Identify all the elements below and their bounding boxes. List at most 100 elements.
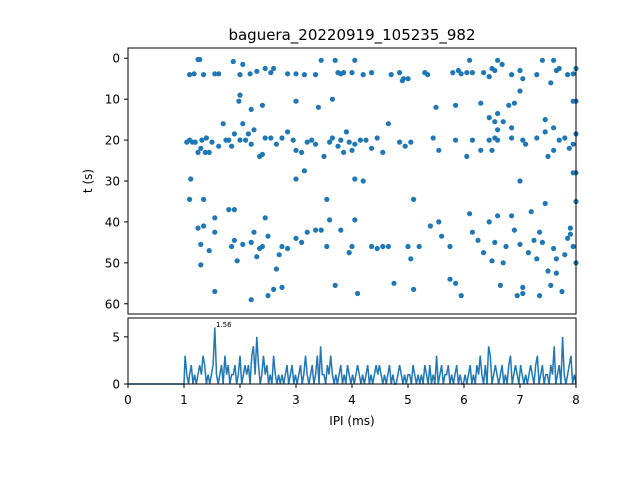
raster-point [197,56,203,63]
raster-point [245,131,251,137]
raster-y-tick-label: 0 [112,52,120,66]
raster-point [570,141,576,147]
raster-point [520,137,526,143]
raster-point [247,71,253,77]
histogram-x-tick-label: 7 [516,393,524,407]
raster-panel: 0 10 20 30 40 50 60 t (s) [81,47,579,315]
raster-point [259,102,265,108]
raster-point [475,237,481,243]
raster-point [506,102,512,108]
raster-point [486,219,492,225]
raster-point [262,215,268,221]
raster-point [551,57,557,63]
raster-point [293,71,299,77]
raster-point [520,290,526,297]
raster-point [369,70,375,76]
raster-point [352,176,358,182]
raster-point [304,229,310,235]
raster-point [397,70,403,76]
raster-point [562,252,568,258]
raster-point [542,117,548,123]
raster-point [499,61,505,67]
raster-point [427,223,433,229]
raster-point [202,149,208,155]
peak-annotation: 1.56 [216,321,232,329]
raster-point [234,258,240,264]
raster-point [290,137,296,143]
raster-point [369,243,375,250]
raster-y-tick-label: 20 [105,134,120,148]
histogram-y-tick-label: 5 [112,330,120,344]
histogram-x-ticks: 0 1 2 3 4 5 6 7 8 [124,384,580,407]
raster-point [548,282,554,288]
raster-point [464,153,470,159]
raster-point [495,137,501,143]
raster-point [276,252,282,258]
raster-point [492,239,498,245]
raster-point [430,135,436,141]
raster-point [514,293,520,299]
raster-point [230,58,236,65]
raster-point [447,243,453,250]
raster-point [248,141,254,147]
raster-point [240,61,246,67]
raster-point [332,57,338,63]
raster-point [478,147,484,153]
raster-point [489,258,495,264]
histogram-x-tick-label: 3 [292,393,300,407]
raster-point [327,139,333,145]
raster-point [313,227,319,233]
raster-point [318,57,324,63]
raster-point [332,282,338,288]
ipi-histogram-line [128,327,577,385]
raster-point [509,213,515,219]
raster-point [489,147,495,153]
raster-point [542,200,548,207]
raster-point [203,135,209,141]
raster-point [469,229,475,235]
raster-point [481,250,487,256]
raster-point [301,168,307,174]
raster-y-tick-label: 50 [105,256,120,270]
raster-point [338,227,344,233]
raster-point [341,70,347,76]
raster-point [216,143,222,149]
raster-point [206,149,212,155]
raster-point [511,100,517,106]
raster-point [315,104,321,110]
raster-point [285,71,291,77]
raster-point [327,217,333,223]
raster-point [262,135,268,141]
raster-point [495,213,501,219]
raster-point [439,233,445,239]
raster-point [509,125,515,131]
raster-point [191,71,197,77]
raster-point [517,67,523,74]
raster-point [349,243,355,250]
raster-point [237,137,243,143]
raster-point [467,57,473,63]
raster-point [556,65,562,72]
raster-point [226,137,232,143]
raster-point [251,127,257,133]
raster-point [450,70,456,76]
raster-point [301,72,307,78]
raster-point [469,137,475,143]
raster-point [299,239,305,245]
raster-point [240,121,246,127]
raster-point [198,145,204,151]
raster-point [503,243,509,250]
histogram-x-tick-label: 4 [348,393,356,407]
raster-point [537,293,543,299]
raster-point [458,293,464,299]
raster-point [212,229,218,235]
raster-point [523,141,529,147]
raster-point [273,266,279,272]
raster-point [346,250,352,256]
raster-point [341,149,347,155]
raster-point [279,135,285,141]
raster-point [187,72,193,78]
raster-point [349,70,355,76]
raster-point [352,217,358,223]
